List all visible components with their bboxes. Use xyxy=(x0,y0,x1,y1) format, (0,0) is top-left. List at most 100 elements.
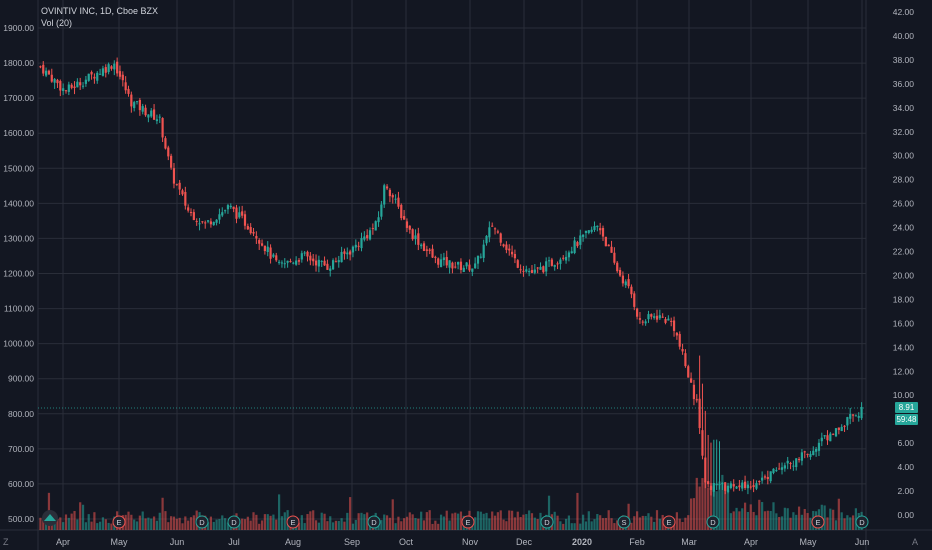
candle-body xyxy=(408,225,411,230)
volume-bar xyxy=(56,519,59,530)
left-tick-label: 1300.00 xyxy=(3,233,34,243)
event-marker-circle xyxy=(540,515,554,529)
event-marker-d[interactable]: D xyxy=(540,515,554,529)
candle-body xyxy=(641,321,644,323)
volume-bar xyxy=(337,520,340,530)
candle-body xyxy=(755,483,758,489)
candle-body xyxy=(471,268,474,272)
candle-body xyxy=(562,257,565,259)
volume-bar xyxy=(633,516,636,530)
volume-bar xyxy=(678,518,681,530)
time-tick-label: Nov xyxy=(462,537,479,547)
event-marker-e[interactable]: E xyxy=(662,515,676,529)
left-tick-label: 600.00 xyxy=(8,479,34,489)
zoom-icon[interactable]: Z xyxy=(3,537,9,547)
candle-body xyxy=(351,246,355,253)
candle-body xyxy=(241,211,244,216)
volume-bars xyxy=(39,474,863,530)
event-marker-e[interactable]: E xyxy=(286,515,300,529)
candle-body xyxy=(530,270,534,273)
auto-scale-icon[interactable]: A xyxy=(912,537,919,547)
volume-bar xyxy=(485,512,488,530)
volume-bar xyxy=(241,518,244,530)
volume-bar xyxy=(306,514,309,530)
candle-body xyxy=(289,261,292,263)
candle-body xyxy=(513,254,517,259)
event-marker-d[interactable]: D xyxy=(367,515,381,529)
volume-bar xyxy=(530,513,534,530)
event-marker-circle xyxy=(811,515,825,529)
volume-bar xyxy=(266,514,269,530)
event-marker-s[interactable]: S xyxy=(617,515,631,529)
candle-body xyxy=(491,225,494,227)
event-marker-e[interactable]: E xyxy=(811,515,825,529)
candle-body xyxy=(70,84,73,88)
candle-body xyxy=(218,214,221,220)
candle-body xyxy=(687,366,690,378)
event-marker-d[interactable]: D xyxy=(706,515,720,529)
candle-body xyxy=(749,486,752,488)
candle-body xyxy=(39,66,42,68)
candle-body xyxy=(363,236,366,240)
left-tick-label: 1000.00 xyxy=(3,339,34,349)
candle-body xyxy=(664,319,667,323)
volume-bar xyxy=(786,508,789,530)
event-marker-d[interactable]: D xyxy=(855,515,869,529)
candle-body xyxy=(607,244,610,247)
volume-bar xyxy=(832,509,835,530)
volume-bar xyxy=(567,515,571,530)
volume-bar xyxy=(573,523,576,530)
candle-body xyxy=(815,449,818,452)
volume-bar xyxy=(763,511,767,530)
volume-bar xyxy=(127,511,130,530)
volume-bar xyxy=(809,517,812,530)
candle-body xyxy=(712,482,715,492)
event-marker-e[interactable]: E xyxy=(112,515,126,529)
event-marker-d[interactable]: D xyxy=(227,515,241,529)
right-tick-label: 28.00 xyxy=(893,175,915,185)
candle-body xyxy=(778,468,781,470)
candle-body xyxy=(53,79,56,83)
time-axis[interactable]: Apr May Jun Jul Aug Sep Oct Nov Dec 2020 Feb Mar Apr… xyxy=(56,537,869,547)
candle-body xyxy=(224,210,227,212)
candle-body xyxy=(624,281,627,286)
candle-body xyxy=(172,168,176,184)
volume-bar xyxy=(644,516,647,530)
candle-body xyxy=(559,259,562,264)
candle-body xyxy=(397,197,400,207)
volume-bar xyxy=(482,513,485,530)
right-tick-label: 38.00 xyxy=(893,55,915,65)
candle-body xyxy=(633,293,636,307)
right-tick-label: 40.00 xyxy=(893,31,915,41)
volume-indicator-label[interactable]: Vol (20) xyxy=(41,18,73,28)
candle-body xyxy=(204,222,207,224)
candle-body xyxy=(243,214,247,226)
candle-body xyxy=(374,221,377,231)
volume-bar xyxy=(488,518,491,530)
volume-bar xyxy=(448,520,451,530)
candle-body xyxy=(391,195,394,198)
candle-body xyxy=(647,314,650,320)
volume-bar xyxy=(596,514,599,530)
symbol-title[interactable]: OVINTIV INC, 1D, Cboe BZX xyxy=(41,6,159,16)
event-marker-e[interactable]: E xyxy=(461,515,475,529)
candle-body xyxy=(133,102,136,109)
volume-bar xyxy=(755,515,758,530)
event-marker-d[interactable]: D xyxy=(195,515,209,529)
volume-bar xyxy=(425,512,428,530)
candle-body xyxy=(323,260,326,266)
volume-bar xyxy=(758,499,761,530)
volume-bar xyxy=(155,520,159,530)
candle-body xyxy=(735,486,738,489)
volume-bar xyxy=(692,498,696,530)
candle-body xyxy=(229,205,232,208)
volume-bar xyxy=(411,514,414,530)
volume-bar xyxy=(709,482,713,530)
right-price-axis[interactable]: 42.00 40.00 38.00 36.00 34.00 32.00 30.00 28.00… xyxy=(893,7,915,520)
candle-body xyxy=(141,106,144,112)
volume-bar xyxy=(528,510,531,530)
candle-body xyxy=(672,320,676,331)
volume-bar xyxy=(90,521,93,530)
